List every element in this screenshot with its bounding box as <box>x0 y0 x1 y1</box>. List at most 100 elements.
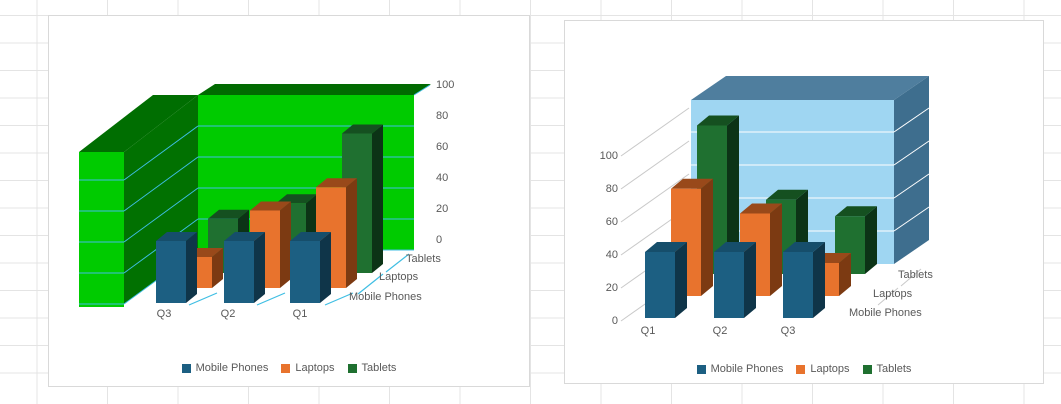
depth-axis-leader-line <box>385 253 410 273</box>
side-wall-top-face <box>79 95 198 152</box>
bar-top-face <box>671 178 713 189</box>
bar-top-face <box>783 242 825 252</box>
side-wall-gridline <box>893 173 930 199</box>
category-axis-leader-line <box>188 292 218 306</box>
bar-top-face <box>697 115 739 126</box>
legend-label: Mobile Phones <box>710 363 784 375</box>
bar-top-face <box>645 242 687 252</box>
bar-mobile-phones-q2[interactable] <box>714 242 756 318</box>
bar-mobile-phones-q1[interactable] <box>290 232 331 303</box>
bar-side-face <box>320 232 331 303</box>
legend-item-mobile-phones[interactable]: Mobile Phones <box>696 363 784 375</box>
bar-top-face <box>342 124 383 134</box>
bar-side-face <box>254 232 265 303</box>
bar-side-face <box>186 232 197 303</box>
bar-side-face <box>744 242 756 318</box>
bar-side-face <box>813 242 825 318</box>
legend-label: Tablets <box>361 362 397 374</box>
bar-mobile-phones-q2[interactable] <box>224 232 265 303</box>
legend-item-tablets[interactable]: Tablets <box>347 362 397 374</box>
value-axis-tick-label: 60 <box>436 141 448 153</box>
chart-legend: Mobile Phones Laptops Tablets <box>49 362 529 374</box>
side-wall-front-face <box>79 152 124 307</box>
legend-item-laptops[interactable]: Laptops <box>796 363 850 375</box>
bar-front-face <box>645 252 675 318</box>
legend-swatch-icon <box>796 364 806 374</box>
depth-axis-label: Tablets <box>406 253 441 265</box>
legend-label: Mobile Phones <box>195 362 269 374</box>
side-wall-gridline <box>893 206 930 232</box>
category-axis-label: Q2 <box>221 308 236 320</box>
bar-side-face <box>839 253 851 296</box>
bar-side-face <box>372 124 383 273</box>
back-wall-side-face <box>894 76 929 264</box>
bar-side-face <box>346 178 357 288</box>
bar-side-face <box>212 248 223 288</box>
bar-top-face <box>224 232 265 241</box>
legend-swatch-icon <box>862 364 872 374</box>
bar-top-face <box>250 201 291 211</box>
bar-front-face <box>156 241 186 303</box>
category-axis-label: Q1 <box>641 325 656 337</box>
legend-swatch-icon <box>347 363 357 373</box>
value-axis-leader-line <box>620 173 690 223</box>
bar-top-face <box>208 209 249 219</box>
side-wall-gridline <box>123 125 199 181</box>
chart-axis-labels: 100 80 60 40 20 0 Q1 Q2 Q3 Tablets Laptops Mobile P… <box>600 150 934 337</box>
bar-front-face <box>714 252 744 318</box>
legend-swatch-icon <box>281 363 291 373</box>
depth-axis-leader-line <box>900 268 922 287</box>
value-axis-leader-line <box>620 140 690 190</box>
chart-bars <box>645 115 877 318</box>
bar-top-face <box>835 206 877 217</box>
depth-axis-leader-line <box>357 273 384 295</box>
bar-mobile-phones-q3[interactable] <box>156 232 197 303</box>
bar-side-face <box>865 206 877 274</box>
chart-axis-labels: 100 80 60 40 20 0 Q3 Q2 Q1 Tablets Laptops Mobile P… <box>157 79 455 320</box>
value-axis-tick-label: 0 <box>612 315 618 327</box>
bar-top-face <box>740 203 782 214</box>
legend-label: Laptops <box>295 362 335 374</box>
bar-mobile-phones-q1[interactable] <box>645 242 687 318</box>
category-axis-leader-line <box>324 292 354 306</box>
chart-bars <box>156 124 383 303</box>
side-wall-gridline <box>893 140 930 166</box>
legend-item-mobile-phones[interactable]: Mobile Phones <box>181 362 269 374</box>
depth-axis-label: Laptops <box>379 271 419 283</box>
depth-axis-label: Mobile Phones <box>849 307 922 319</box>
back-wall-top-face <box>691 76 929 100</box>
bar-side-face <box>675 242 687 318</box>
bar-side-face <box>770 203 782 296</box>
value-axis-tick-label: 100 <box>436 79 454 91</box>
side-wall-gridline <box>123 156 199 212</box>
value-axis-tick-label: 0 <box>436 234 442 246</box>
chart-card-left[interactable]: 100 80 60 40 20 0 Q3 Q2 Q1 Tablets Laptops Mobile P… <box>48 15 530 387</box>
bar-side-face <box>727 115 739 274</box>
value-axis-tick-label: 20 <box>436 203 448 215</box>
value-axis-tick-label: 40 <box>606 249 618 261</box>
side-wall-gridline <box>893 107 930 133</box>
bar-side-face <box>280 201 291 288</box>
bar-top-face <box>714 242 756 252</box>
bar-top-face <box>290 232 331 241</box>
legend-swatch-icon <box>181 363 191 373</box>
bar-mobile-phones-q3[interactable] <box>783 242 825 318</box>
value-axis-tick-label: 40 <box>436 172 448 184</box>
category-axis-label: Q2 <box>713 325 728 337</box>
legend-item-tablets[interactable]: Tablets <box>862 363 911 375</box>
side-wall-gridline <box>123 187 199 243</box>
category-axis-label: Q1 <box>293 308 308 320</box>
value-axis-leader-line <box>620 107 690 157</box>
bar-side-face <box>701 178 713 296</box>
legend-label: Laptops <box>810 363 850 375</box>
value-axis-tick-label: 60 <box>606 216 618 228</box>
depth-axis-label: Laptops <box>873 288 913 300</box>
chart-card-right[interactable]: 100 80 60 40 20 0 Q1 Q2 Q3 Tablets Laptops Mobile P… <box>564 20 1044 384</box>
bar-front-face <box>783 252 813 318</box>
bar-front-face <box>224 241 254 303</box>
bar-top-face <box>316 178 357 188</box>
legend-item-laptops[interactable]: Laptops <box>281 362 335 374</box>
